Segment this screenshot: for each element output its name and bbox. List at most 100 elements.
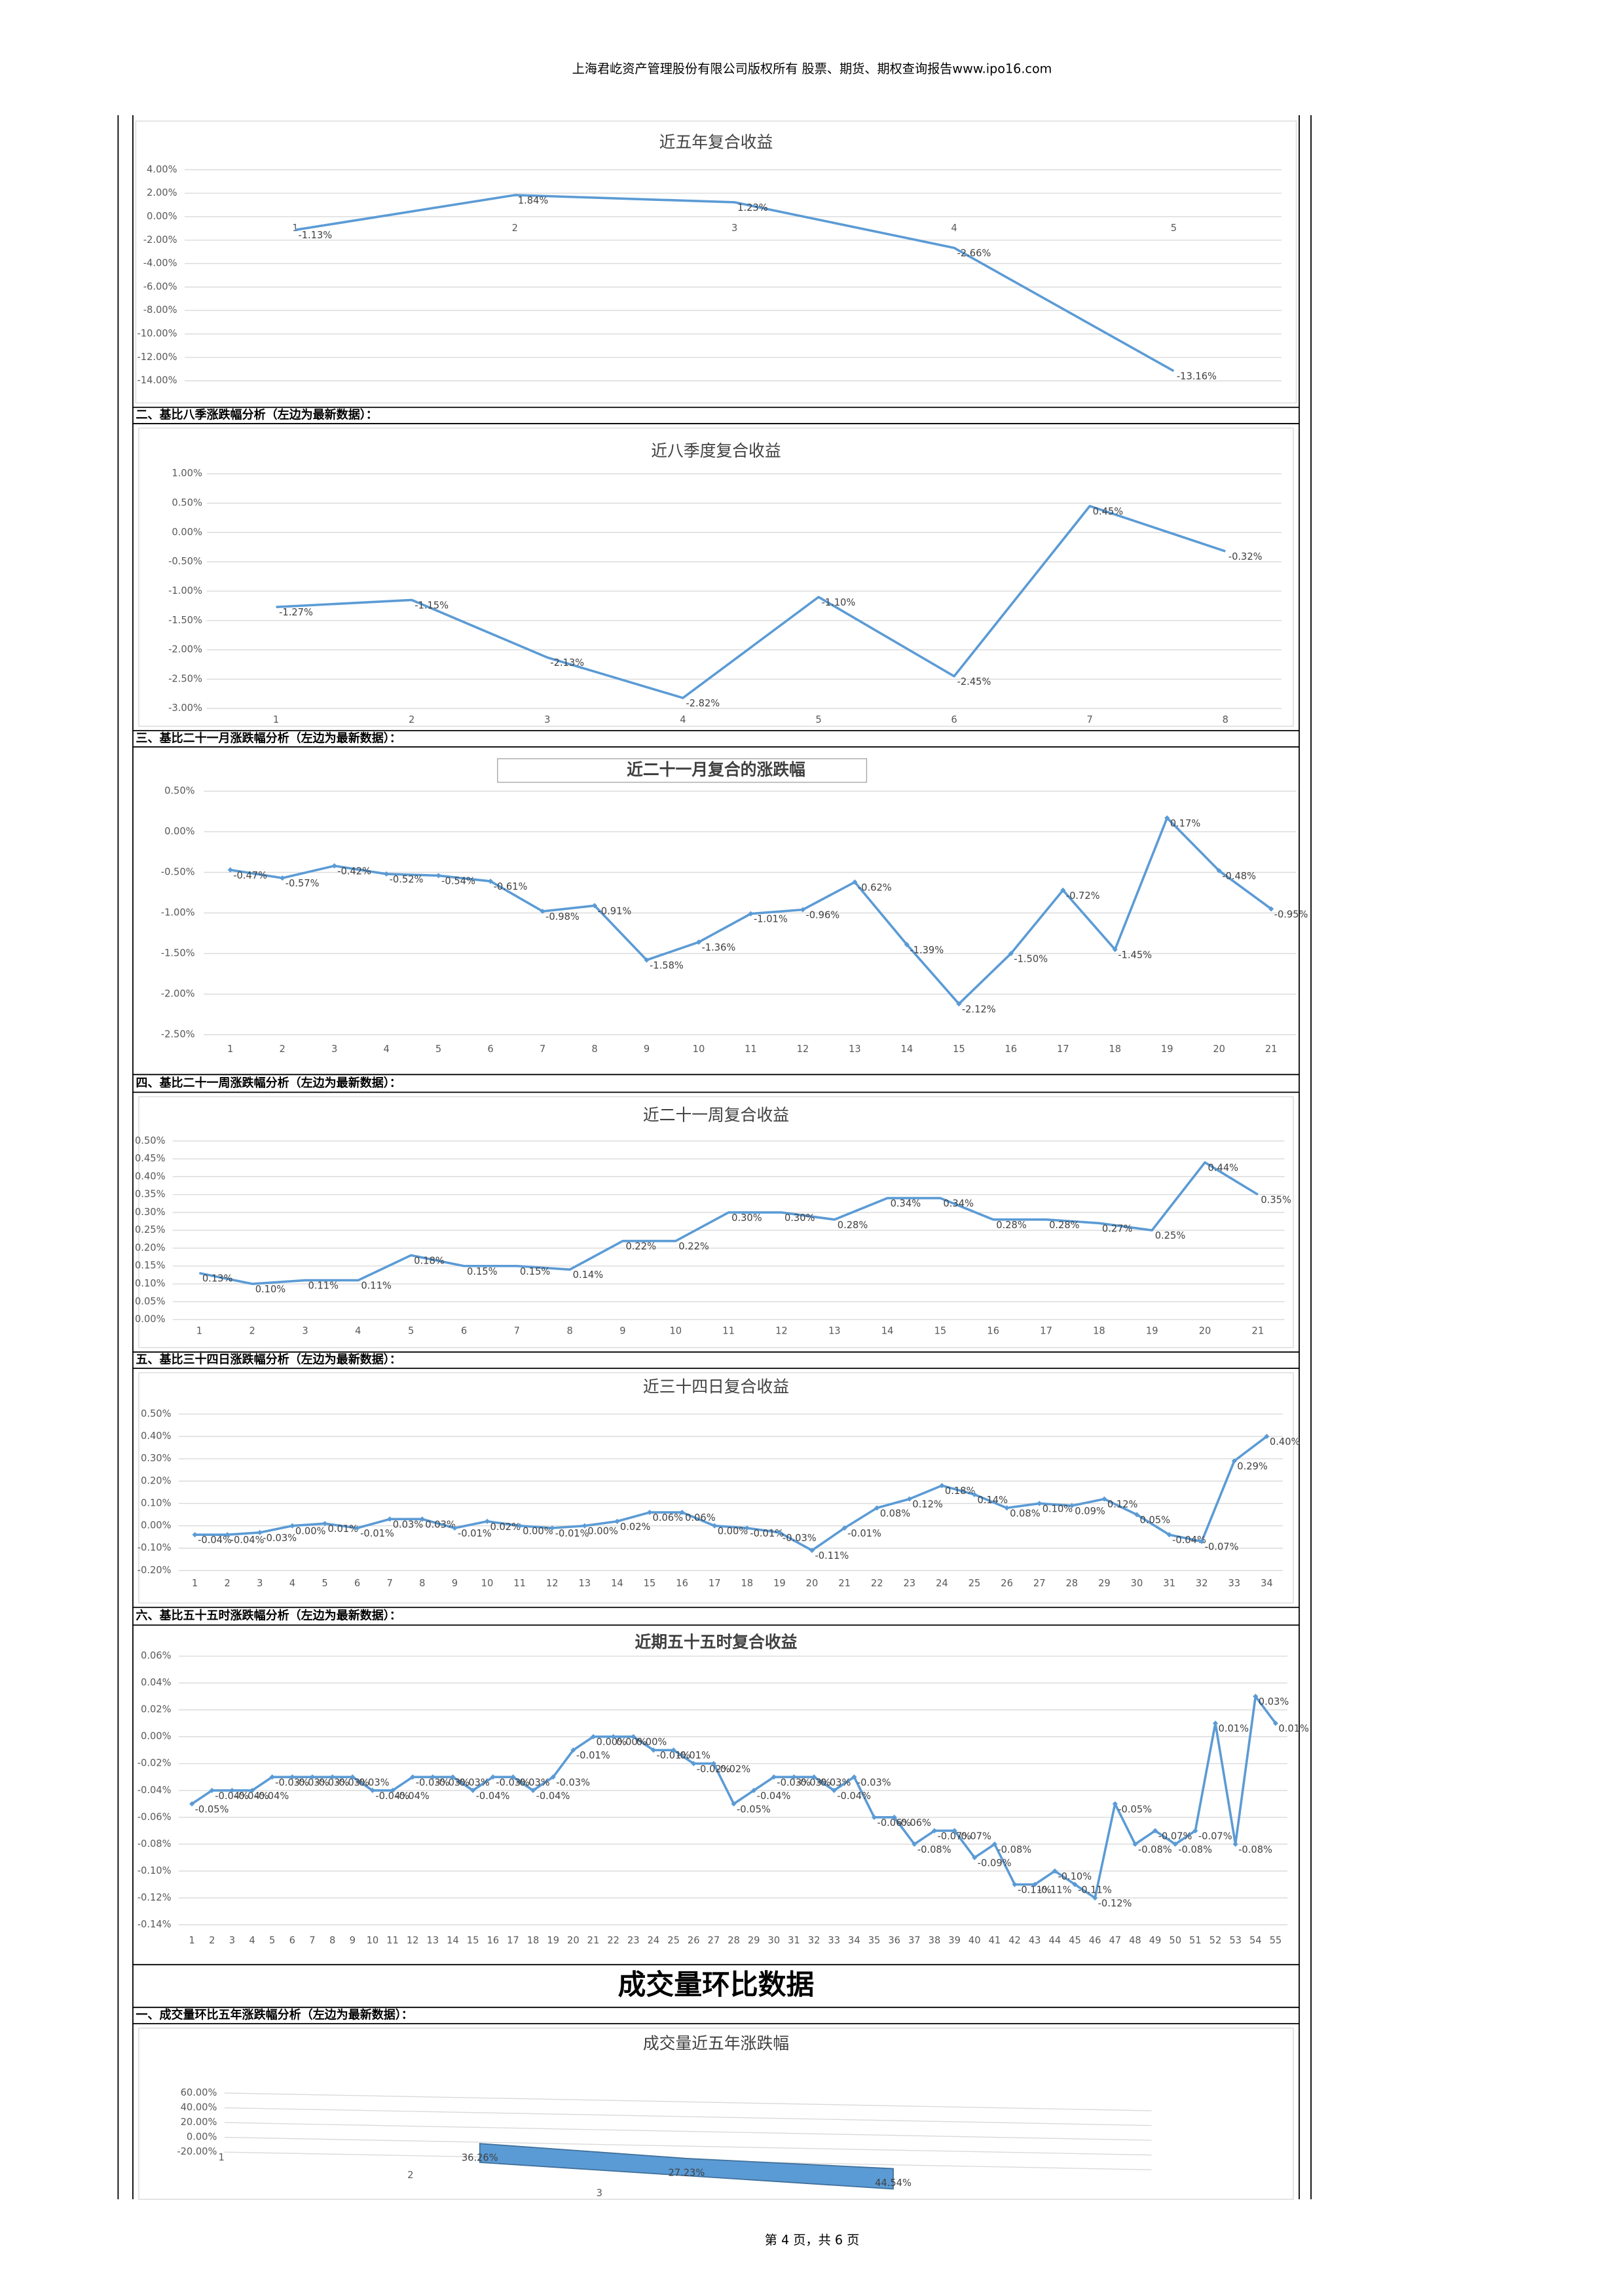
x-tick-label: 5	[408, 1326, 414, 1337]
data-point	[550, 1774, 556, 1780]
x-tick-label: 9	[619, 1326, 625, 1337]
y-tick-label: 0.50%	[172, 498, 202, 509]
x-tick-label: 44	[1049, 1935, 1061, 1946]
chart-title: 近期五十五时复合收益	[635, 1632, 797, 1651]
y-tick-label: 0.20%	[141, 1475, 172, 1486]
x-tick-label: 27	[708, 1935, 720, 1946]
x-tick-label: 31	[1163, 1578, 1175, 1589]
x-tick-label: 54	[1249, 1935, 1262, 1946]
data-point	[679, 1510, 685, 1516]
x-tick-label: 7	[1087, 714, 1093, 725]
data-label: 0.00%	[718, 1526, 748, 1537]
x-tick-label: 16	[676, 1578, 688, 1589]
x-tick-label: 8	[1223, 714, 1228, 725]
data-label: 0.12%	[1107, 1499, 1138, 1510]
y-tick-label: 0.15%	[135, 1260, 166, 1271]
data-label: -0.03%	[335, 1777, 369, 1788]
data-label: 0.02%	[620, 1522, 651, 1533]
data-label: -1.13%	[298, 230, 332, 241]
x-tick-label: 15	[467, 1935, 479, 1946]
y-tick-label: 0.50%	[164, 785, 195, 796]
x-tick-label: 8	[329, 1935, 335, 1946]
x-tick-label: 3	[229, 1935, 235, 1946]
data-label: 0.34%	[891, 1198, 921, 1209]
data-point	[744, 1525, 750, 1531]
data-label: -0.91%	[598, 905, 632, 917]
data-label: 0.01%	[328, 1523, 359, 1535]
y-tick-label: -0.12%	[138, 1892, 172, 1903]
data-label: -1.50%	[1014, 953, 1048, 964]
data-label: 0.15%	[520, 1266, 551, 1277]
grid-line	[224, 2107, 1152, 2126]
data-label: 0.00%	[616, 1737, 647, 1748]
x-tick-label: 21	[838, 1578, 851, 1589]
data-label: 0.18%	[945, 1485, 976, 1497]
y-tick-label: -20.00%	[177, 2146, 217, 2157]
data-point	[614, 1518, 620, 1524]
data-label: -2.12%	[962, 1004, 996, 1015]
y-tick-label: -2.50%	[168, 673, 202, 684]
data-label: -0.10%	[1058, 1871, 1092, 1882]
data-label: -0.02%	[716, 1764, 750, 1775]
chart-borders	[135, 120, 1297, 2200]
x-tick-label: 13	[427, 1935, 439, 1946]
y-tick-label: -0.02%	[138, 1758, 172, 1769]
data-label: 0.03%	[393, 1519, 424, 1530]
x-tick-label: 20	[1213, 1044, 1225, 1055]
x-tick-label: 5	[815, 714, 821, 725]
x-tick-label: 27	[1033, 1578, 1046, 1589]
data-label: 36.26%	[462, 2153, 498, 2164]
data-label: -0.02%	[697, 1764, 731, 1775]
x-tick-label: 36	[888, 1935, 900, 1946]
data-point	[354, 1525, 360, 1531]
data-label: 0.28%	[838, 1220, 868, 1231]
data-label: 0.34%	[943, 1198, 974, 1209]
x-tick-label: 23	[903, 1578, 915, 1589]
data-point	[1216, 867, 1222, 874]
x-tick-label: 46	[1089, 1935, 1101, 1946]
y-tick-label: 0.04%	[141, 1677, 172, 1688]
x-tick-label: 5	[1171, 223, 1177, 234]
x-tick-label: 30	[767, 1935, 780, 1946]
data-label: -0.01%	[360, 1528, 394, 1539]
data-line	[199, 1161, 1259, 1285]
x-tick-label: 28	[1065, 1578, 1078, 1589]
y-tick-label: 0.00%	[135, 1314, 166, 1325]
x-tick-label: 8	[419, 1578, 425, 1589]
section-title: 一、成交量环比五年涨跌幅分析（左边为最新数据）：	[136, 2008, 413, 2022]
y-tick-label: -2.00%	[168, 644, 202, 655]
x-tick-label: 21	[587, 1935, 600, 1946]
data-label: 1.84%	[518, 195, 549, 206]
x-tick-label: 6	[951, 714, 957, 725]
data-label: 0.01%	[1278, 1723, 1309, 1734]
x-tick-label: 41	[989, 1935, 1001, 1946]
data-label: -0.07%	[1158, 1831, 1192, 1842]
x-tick-label: 15	[934, 1326, 947, 1337]
data-point	[1037, 1501, 1043, 1506]
x-tick-label: 15	[953, 1044, 965, 1055]
x-tick-label: 7	[514, 1326, 520, 1337]
chart-title: 近二十一月复合的涨跌幅	[627, 760, 805, 779]
y-tick-label: -0.06%	[138, 1812, 172, 1823]
data-label: -0.04%	[757, 1791, 791, 1802]
data-label: -0.03%	[435, 1777, 470, 1788]
data-line	[194, 1435, 1268, 1552]
grid-line	[224, 2122, 1152, 2141]
data-point	[1012, 1882, 1018, 1887]
data-label: -0.03%	[797, 1777, 831, 1788]
x-tick-label: 3	[331, 1044, 337, 1055]
data-label: 0.11%	[308, 1281, 339, 1292]
data-point	[269, 1774, 275, 1780]
data-point	[510, 1774, 516, 1780]
data-label: 0.12%	[912, 1499, 943, 1510]
data-label: -1.36%	[701, 942, 735, 953]
data-line	[276, 505, 1226, 699]
x-tick-label: 11	[745, 1044, 757, 1055]
y-tick-label: -8.00%	[143, 304, 177, 316]
big-heading: 成交量环比数据	[618, 1969, 815, 2001]
data-label: 0.09%	[1075, 1506, 1105, 1517]
x-tick-label: 19	[547, 1935, 559, 1946]
x-tick-label: 4	[249, 1935, 255, 1946]
y-tick-label: -1.50%	[168, 615, 202, 626]
data-label: -0.03%	[315, 1777, 349, 1788]
